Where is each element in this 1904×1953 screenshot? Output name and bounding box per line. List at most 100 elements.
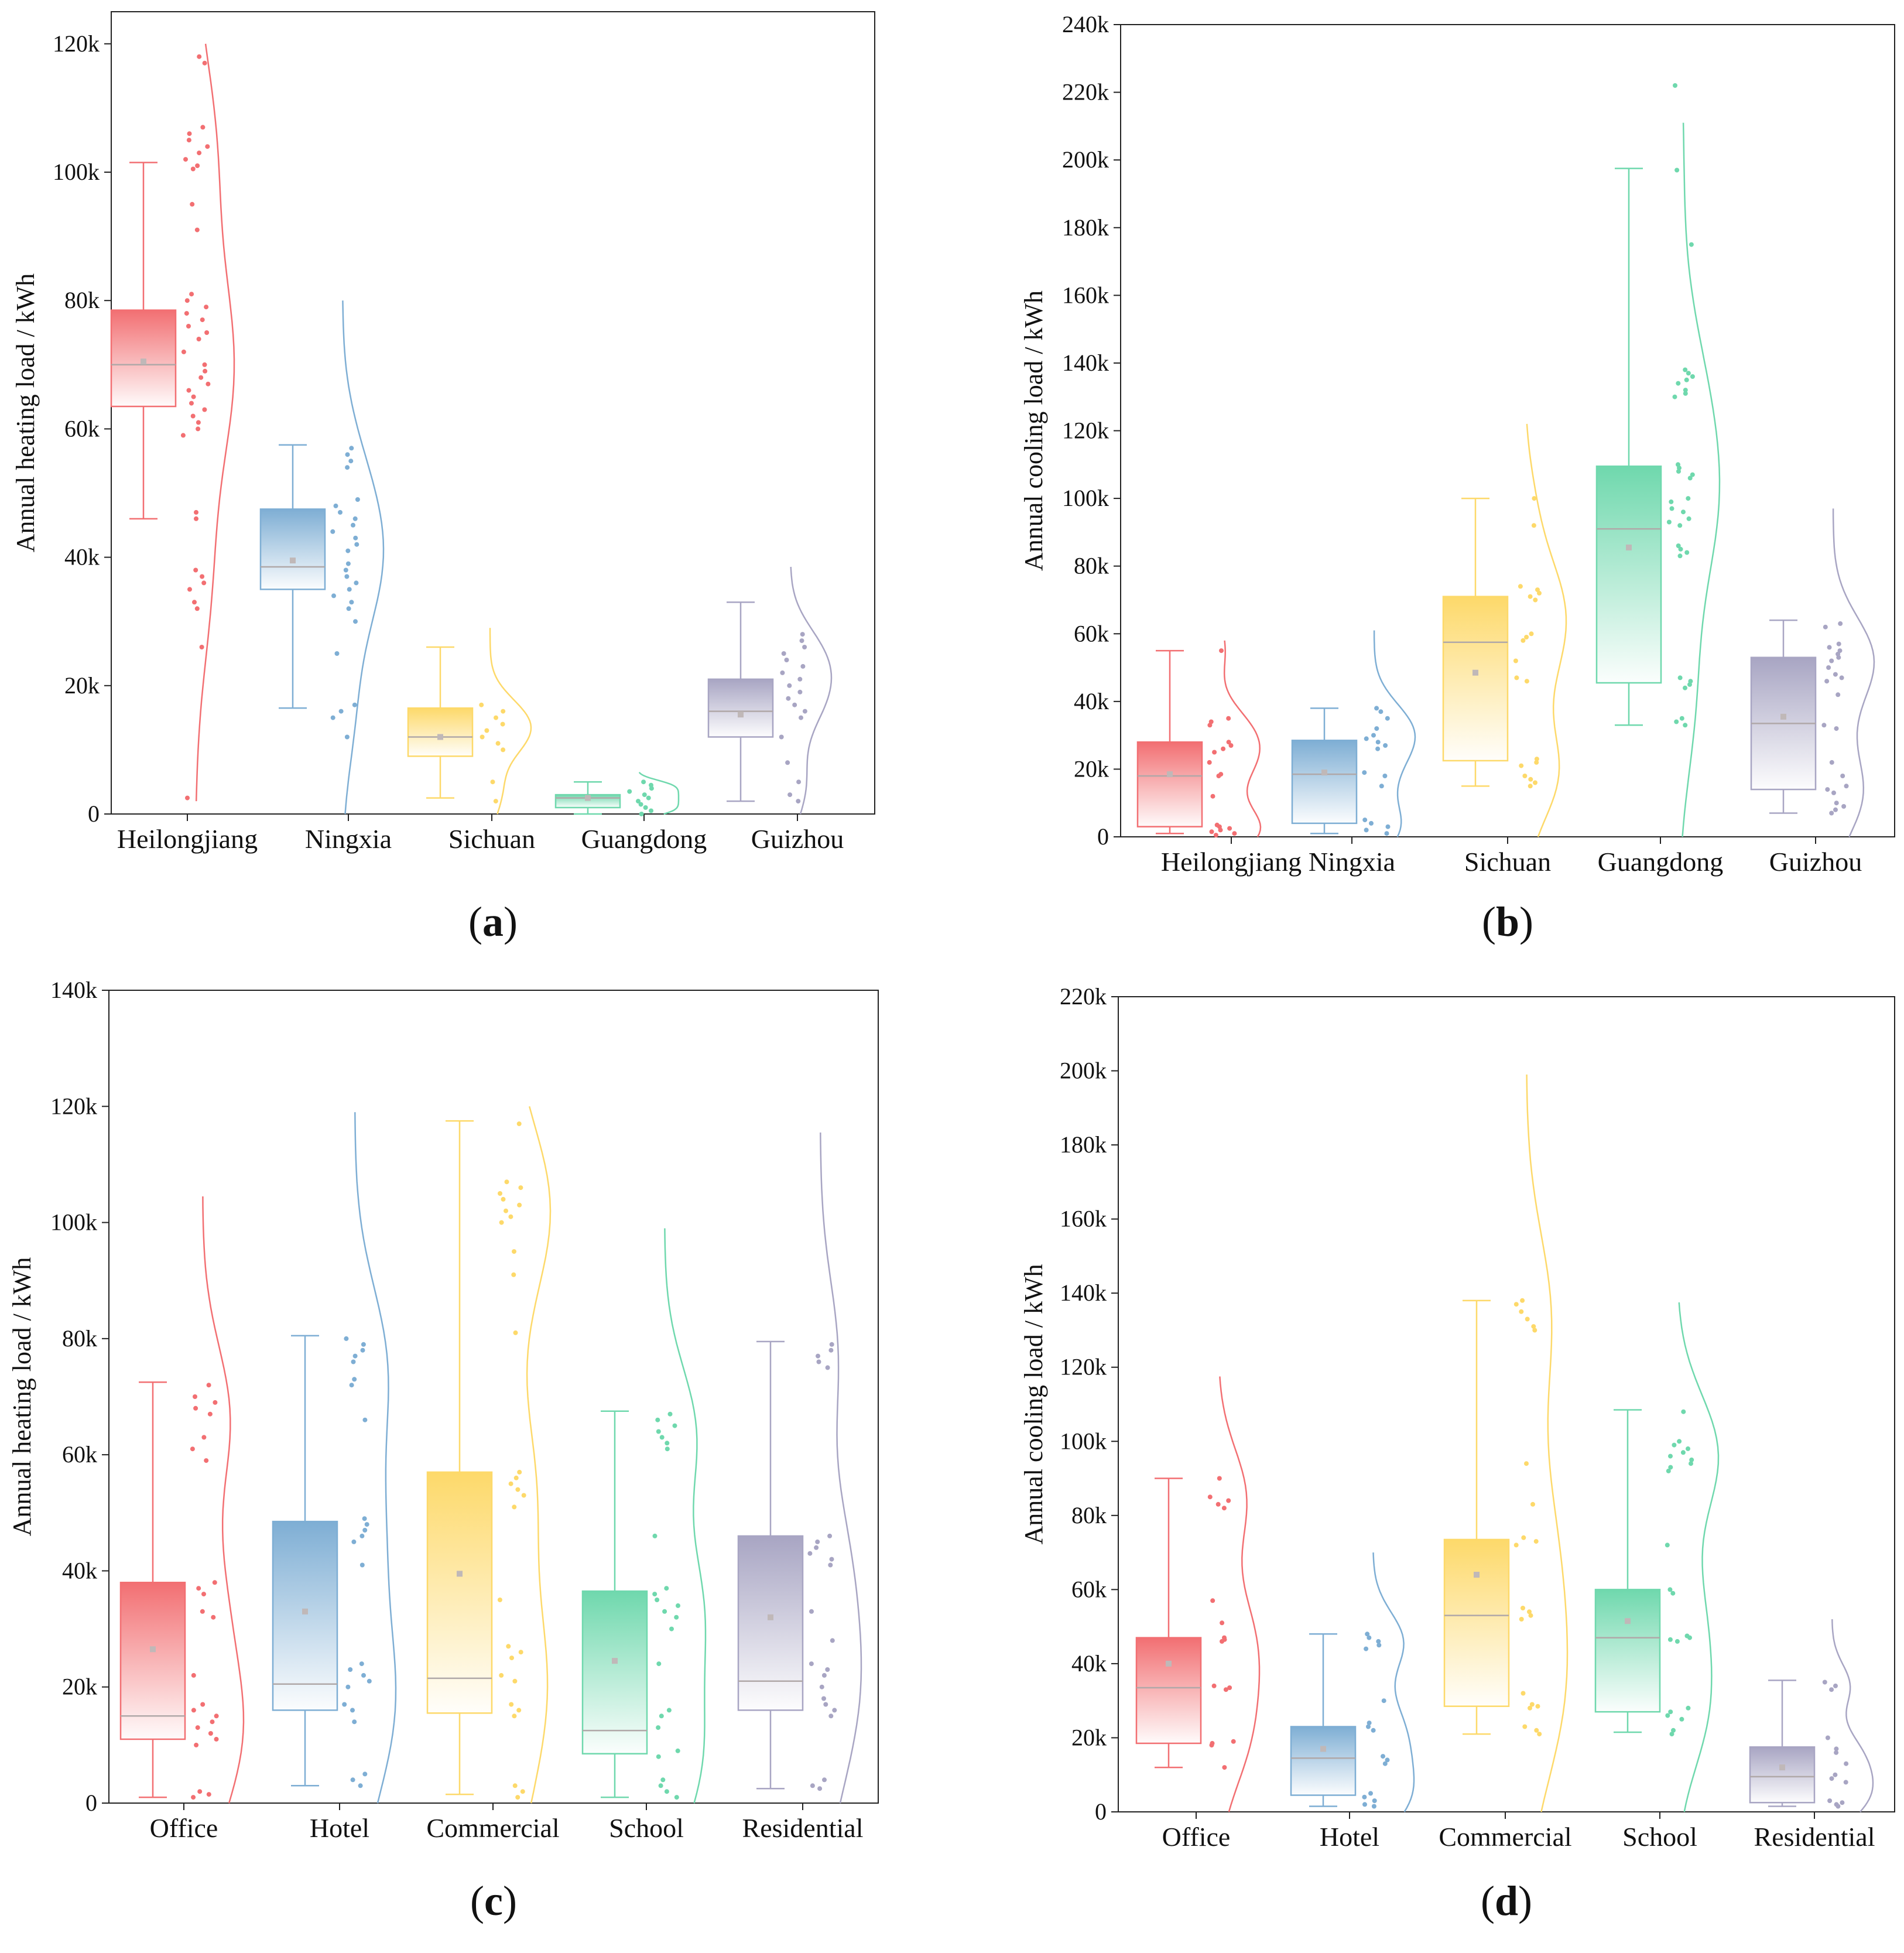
data-point bbox=[1679, 716, 1684, 721]
data-point bbox=[1684, 550, 1690, 555]
x-tick-label: Ningxia bbox=[1309, 847, 1395, 877]
data-point bbox=[1677, 553, 1683, 559]
data-point bbox=[781, 651, 786, 656]
y-tick-label: 80k bbox=[1074, 553, 1109, 579]
panel-label: (b) bbox=[1482, 898, 1533, 945]
data-point bbox=[799, 638, 804, 644]
data-point bbox=[200, 317, 205, 323]
data-point bbox=[1667, 1587, 1673, 1592]
data-point bbox=[1527, 1609, 1532, 1615]
data-point bbox=[1841, 804, 1847, 809]
density-curve bbox=[664, 1228, 707, 1804]
data-point bbox=[512, 1783, 518, 1788]
data-point bbox=[1374, 706, 1379, 711]
data-point bbox=[499, 1220, 504, 1225]
mean-marker bbox=[1472, 669, 1478, 676]
panel-label: (c) bbox=[470, 1877, 517, 1924]
y-tick-label: 80k bbox=[64, 287, 100, 313]
data-point bbox=[674, 1795, 679, 1800]
data-point bbox=[786, 696, 791, 701]
data-point bbox=[497, 1598, 502, 1602]
data-point bbox=[1220, 1620, 1225, 1626]
data-point bbox=[493, 799, 498, 804]
data-point bbox=[676, 1603, 680, 1608]
series-office: Office bbox=[1135, 1376, 1261, 1852]
box bbox=[737, 1535, 804, 1711]
box bbox=[1290, 1726, 1357, 1796]
data-point bbox=[1665, 1542, 1670, 1548]
panel-label-close: ) bbox=[503, 1877, 517, 1924]
data-point bbox=[669, 1626, 674, 1632]
data-point bbox=[330, 715, 335, 720]
data-point bbox=[1833, 807, 1838, 812]
data-point bbox=[675, 1748, 680, 1753]
data-point bbox=[1532, 1328, 1537, 1333]
data-point bbox=[829, 1342, 834, 1347]
data-point bbox=[359, 1562, 365, 1568]
density-curve bbox=[1219, 1376, 1261, 1812]
data-point bbox=[197, 54, 202, 59]
y-tick-label: 220k bbox=[1060, 983, 1107, 1010]
density-curve bbox=[342, 300, 385, 815]
data-point bbox=[672, 1423, 677, 1428]
series-guizhou: Guizhou bbox=[707, 566, 844, 854]
panel-label-letter: c bbox=[484, 1877, 503, 1924]
data-point bbox=[348, 1667, 353, 1672]
data-point bbox=[199, 645, 204, 649]
data-point bbox=[1207, 760, 1212, 765]
data-point bbox=[658, 1783, 663, 1788]
data-point bbox=[186, 324, 191, 329]
data-point bbox=[1531, 1324, 1536, 1329]
y-tick-label: 80k bbox=[62, 1325, 97, 1352]
y-tick-label: 200k bbox=[1062, 146, 1109, 173]
series-residential: Residential bbox=[737, 1132, 863, 1843]
data-point bbox=[490, 779, 495, 785]
data-point bbox=[197, 151, 202, 156]
data-point bbox=[499, 1672, 504, 1678]
y-tick-label: 60k bbox=[1071, 1576, 1107, 1602]
data-point bbox=[641, 779, 646, 785]
data-point bbox=[183, 157, 188, 162]
data-point bbox=[1532, 496, 1537, 501]
series-ningxia: Ningxia bbox=[1291, 630, 1416, 877]
data-point bbox=[1227, 826, 1232, 831]
data-point bbox=[1668, 1465, 1673, 1470]
data-point bbox=[800, 632, 805, 637]
data-point bbox=[351, 522, 355, 528]
y-tick-label: 140k bbox=[1060, 1280, 1107, 1306]
data-point bbox=[1519, 763, 1524, 768]
data-point bbox=[1829, 810, 1834, 816]
data-point bbox=[1844, 784, 1849, 789]
data-point bbox=[823, 1702, 828, 1707]
data-point bbox=[1835, 651, 1841, 656]
series-sichuan: Sichuan bbox=[407, 628, 535, 854]
series-heilongjiang: Heilongjiang bbox=[110, 43, 258, 854]
data-point bbox=[195, 1725, 200, 1730]
y-tick-label: 180k bbox=[1062, 214, 1109, 241]
data-point bbox=[1513, 658, 1518, 663]
y-tick-label: 40k bbox=[62, 1557, 97, 1583]
data-point bbox=[1676, 381, 1681, 386]
data-point bbox=[1686, 371, 1691, 376]
data-point bbox=[509, 1656, 514, 1661]
y-tick-label: 60k bbox=[64, 415, 100, 442]
mean-marker bbox=[150, 1646, 156, 1653]
data-point bbox=[816, 1359, 821, 1364]
y-axis-label: Annual cooling load / kWh bbox=[1019, 1264, 1048, 1544]
y-tick-label: 80k bbox=[1071, 1502, 1107, 1528]
data-point bbox=[206, 381, 211, 387]
mean-marker bbox=[768, 1614, 773, 1620]
data-point bbox=[201, 1435, 207, 1440]
data-point bbox=[506, 1644, 511, 1649]
mean-marker bbox=[302, 1608, 308, 1615]
data-point bbox=[338, 509, 343, 515]
data-point bbox=[1208, 719, 1214, 724]
data-point bbox=[1215, 1501, 1221, 1507]
y-axis-label: Annual cooling load / kWh bbox=[1019, 290, 1048, 571]
data-point bbox=[189, 401, 194, 406]
x-tick-label: Guangdong bbox=[1598, 847, 1724, 877]
mean-marker bbox=[585, 795, 591, 801]
data-point bbox=[202, 60, 207, 66]
density-curve bbox=[354, 1112, 397, 1804]
